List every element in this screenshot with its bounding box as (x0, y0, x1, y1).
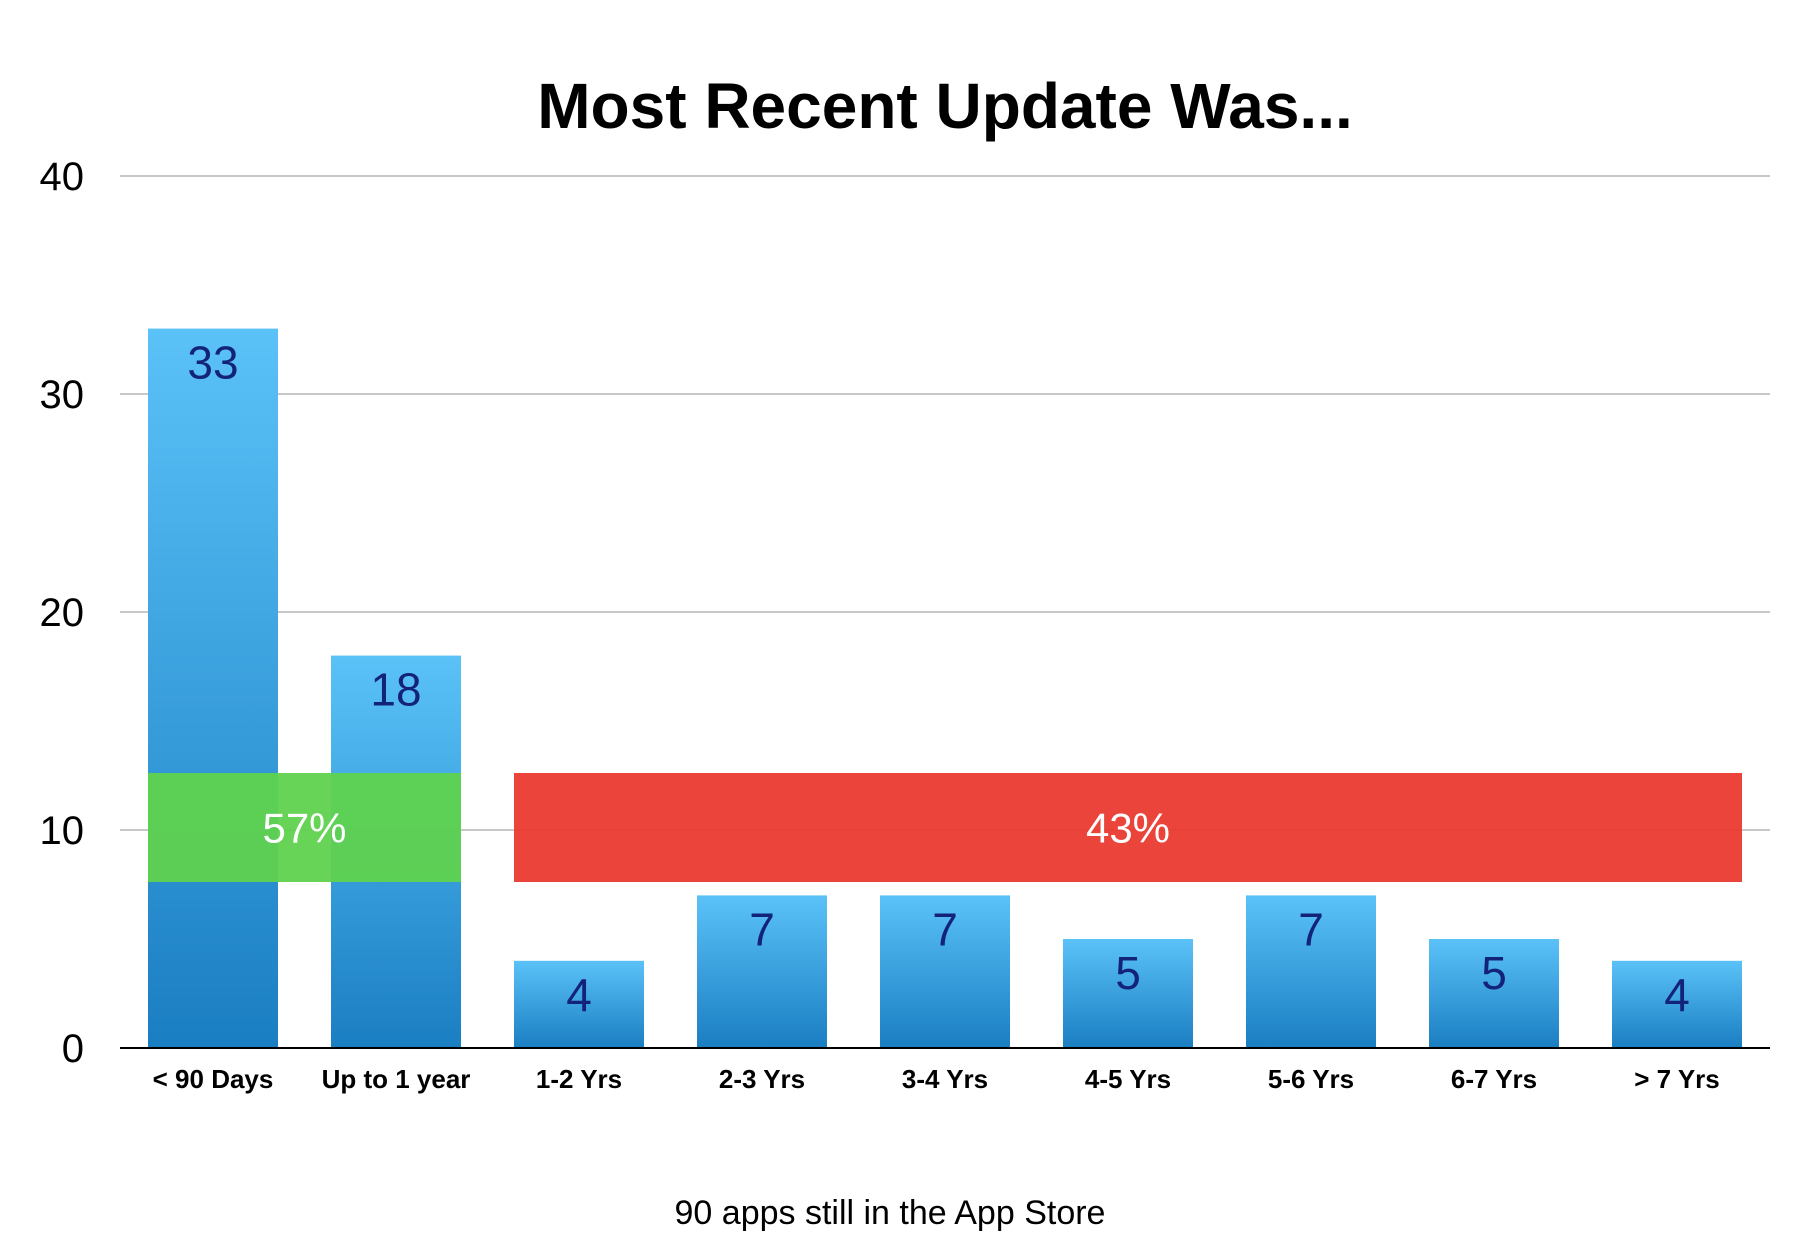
x-tick-label: > 7 Yrs (1634, 1064, 1720, 1094)
y-tick-label: 40 (40, 155, 85, 199)
x-tick-label: 1-2 Yrs (536, 1064, 622, 1094)
x-tick-label: 6-7 Yrs (1451, 1064, 1537, 1094)
x-tick-label: 4-5 Yrs (1085, 1064, 1171, 1094)
x-tick-label: < 90 Days (153, 1064, 274, 1094)
chart-title: Most Recent Update Was... (537, 70, 1353, 142)
data-label: 33 (187, 337, 238, 389)
percentage-label: 57% (262, 805, 346, 852)
data-label: 4 (1664, 969, 1690, 1021)
bar (1612, 960, 1742, 1048)
percentage-bands: 57% 43% (148, 773, 1742, 882)
x-tick-label: 5-6 Yrs (1268, 1064, 1354, 1094)
bar (1246, 895, 1376, 1048)
bars: 33 18 4 7 7 5 7 5 4 (148, 328, 1742, 1049)
data-label: 18 (370, 664, 421, 716)
bar (697, 895, 827, 1048)
data-label: 7 (1298, 903, 1324, 955)
data-label: 4 (566, 969, 592, 1021)
bar (1063, 939, 1193, 1048)
bar (880, 895, 1010, 1048)
percentage-band (514, 773, 1742, 882)
x-axis-ticks: < 90 Days Up to 1 year 1-2 Yrs 2-3 Yrs 3-4 Y… (153, 1064, 1720, 1094)
data-label: 5 (1115, 947, 1141, 999)
x-tick-label: 2-3 Yrs (719, 1064, 805, 1094)
percentage-label: 43% (1086, 805, 1170, 852)
percentage-band (148, 773, 461, 882)
bar (1429, 939, 1559, 1048)
y-tick-label: 0 (62, 1027, 84, 1071)
data-label: 5 (1481, 947, 1507, 999)
y-tick-label: 30 (40, 373, 85, 417)
data-label: 7 (749, 903, 775, 955)
bar (148, 328, 278, 1049)
data-label: 7 (932, 903, 958, 955)
y-tick-label: 10 (40, 809, 85, 853)
chart-footnote: 90 apps still in the App Store (675, 1194, 1106, 1232)
x-tick-label: 3-4 Yrs (902, 1064, 988, 1094)
y-axis-ticks: 0 10 20 30 40 (40, 155, 85, 1071)
y-tick-label: 20 (40, 591, 85, 635)
x-tick-label: Up to 1 year (322, 1064, 471, 1094)
bar (514, 960, 644, 1048)
